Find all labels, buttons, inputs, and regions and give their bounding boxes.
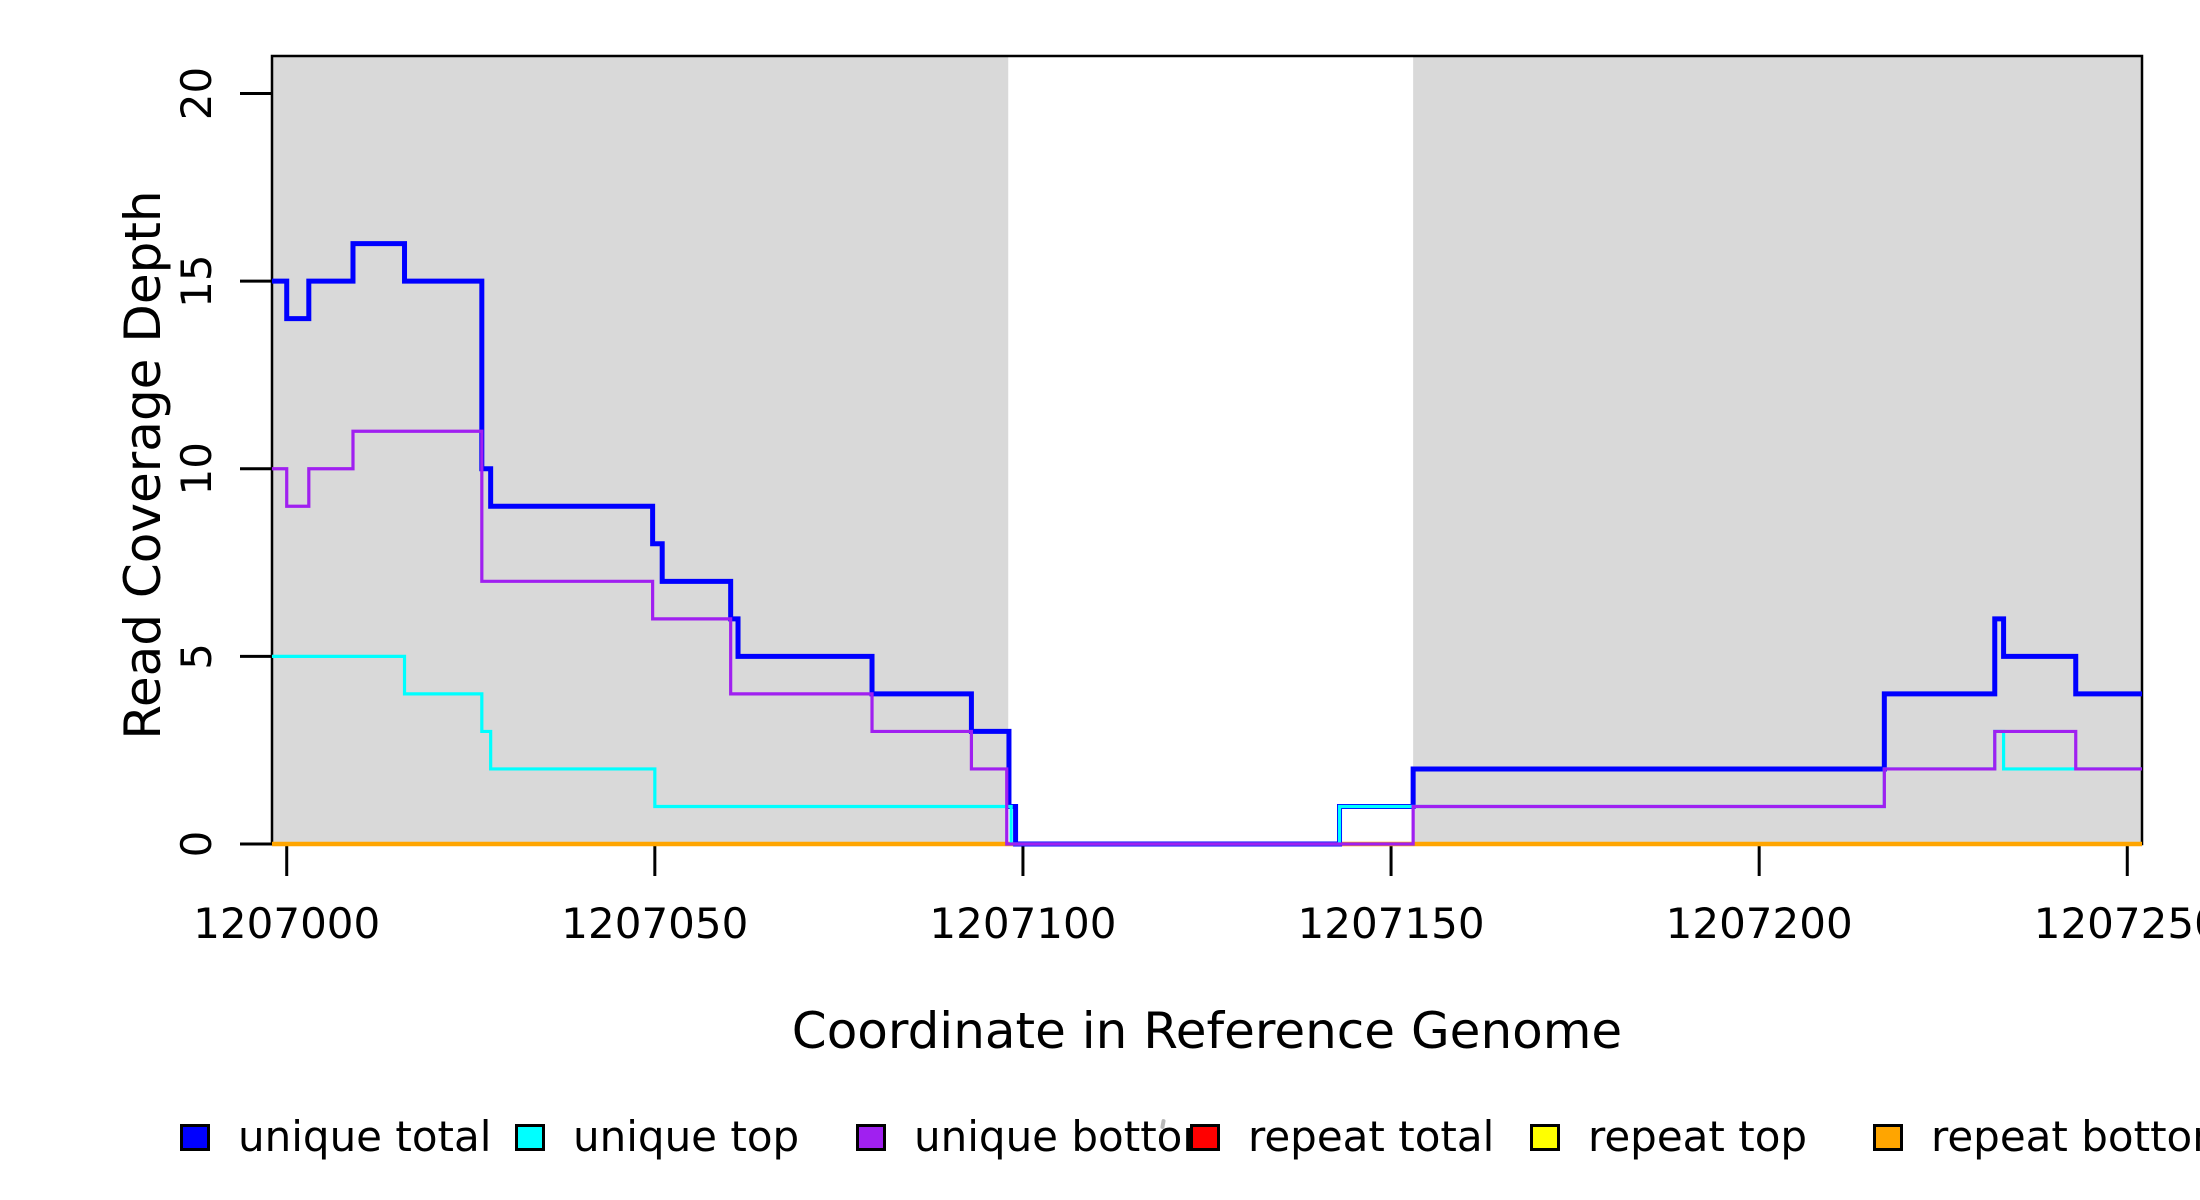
legend-swatch-unique-total-icon: [180, 1123, 210, 1151]
x-tick-label-1207200: 1207200: [1666, 899, 1853, 948]
series-line-unique-bottom: [272, 429, 2142, 846]
x-tick-label-1207100: 1207100: [929, 899, 1116, 948]
legend-swatch-repeat-total-icon: [1190, 1123, 1220, 1151]
x-tick-label-1207000: 1207000: [193, 899, 380, 948]
y-axis-title: Read Coverage Depth: [114, 190, 172, 739]
x-tick-label-1207150: 1207150: [1298, 899, 1485, 948]
legend-item-unique-total: unique total: [180, 1112, 491, 1162]
series-line-unique-total: [272, 241, 2142, 847]
legend-item-unique-top: unique top: [515, 1112, 799, 1162]
unique-region-band-1: [272, 56, 1009, 844]
legend-label-unique-total: unique total: [238, 1112, 492, 1161]
y-tick-label-15: 15: [172, 254, 221, 307]
legend-item-repeat-bottom: repeat bottom: [1873, 1112, 2200, 1162]
x-axis-title: Coordinate in Reference Genome: [792, 1002, 1622, 1060]
legend-label-unique-top: unique top: [573, 1112, 800, 1161]
y-tick-label-5: 5: [172, 643, 221, 670]
legend-label-repeat-top: repeat top: [1588, 1112, 1808, 1161]
legend-item-unique-bottom: unique bottom: [856, 1112, 1223, 1162]
y-tick-label-0: 0: [172, 831, 221, 858]
x-tick-label-1207050: 1207050: [561, 899, 748, 948]
legend-swatch-repeat-bottom-icon: [1873, 1123, 1903, 1151]
legend-item-repeat-top: repeat top: [1530, 1112, 1807, 1162]
legend-label-repeat-bottom: repeat bottom: [1931, 1112, 2200, 1161]
legend-label-unique-bottom: unique bottom: [914, 1112, 1224, 1161]
legend-swatch-unique-bottom-icon: [856, 1123, 886, 1151]
y-tick-label-20: 20: [172, 67, 221, 120]
unique-region-band-2: [1413, 56, 2142, 844]
legend-swatch-unique-top-icon: [515, 1123, 545, 1151]
legend-swatch-repeat-top-icon: [1530, 1123, 1560, 1151]
legend-label-repeat-total: repeat total: [1248, 1112, 1495, 1161]
legend-item-repeat-total: repeat total: [1190, 1112, 1494, 1162]
y-tick-label-10: 10: [172, 442, 221, 495]
